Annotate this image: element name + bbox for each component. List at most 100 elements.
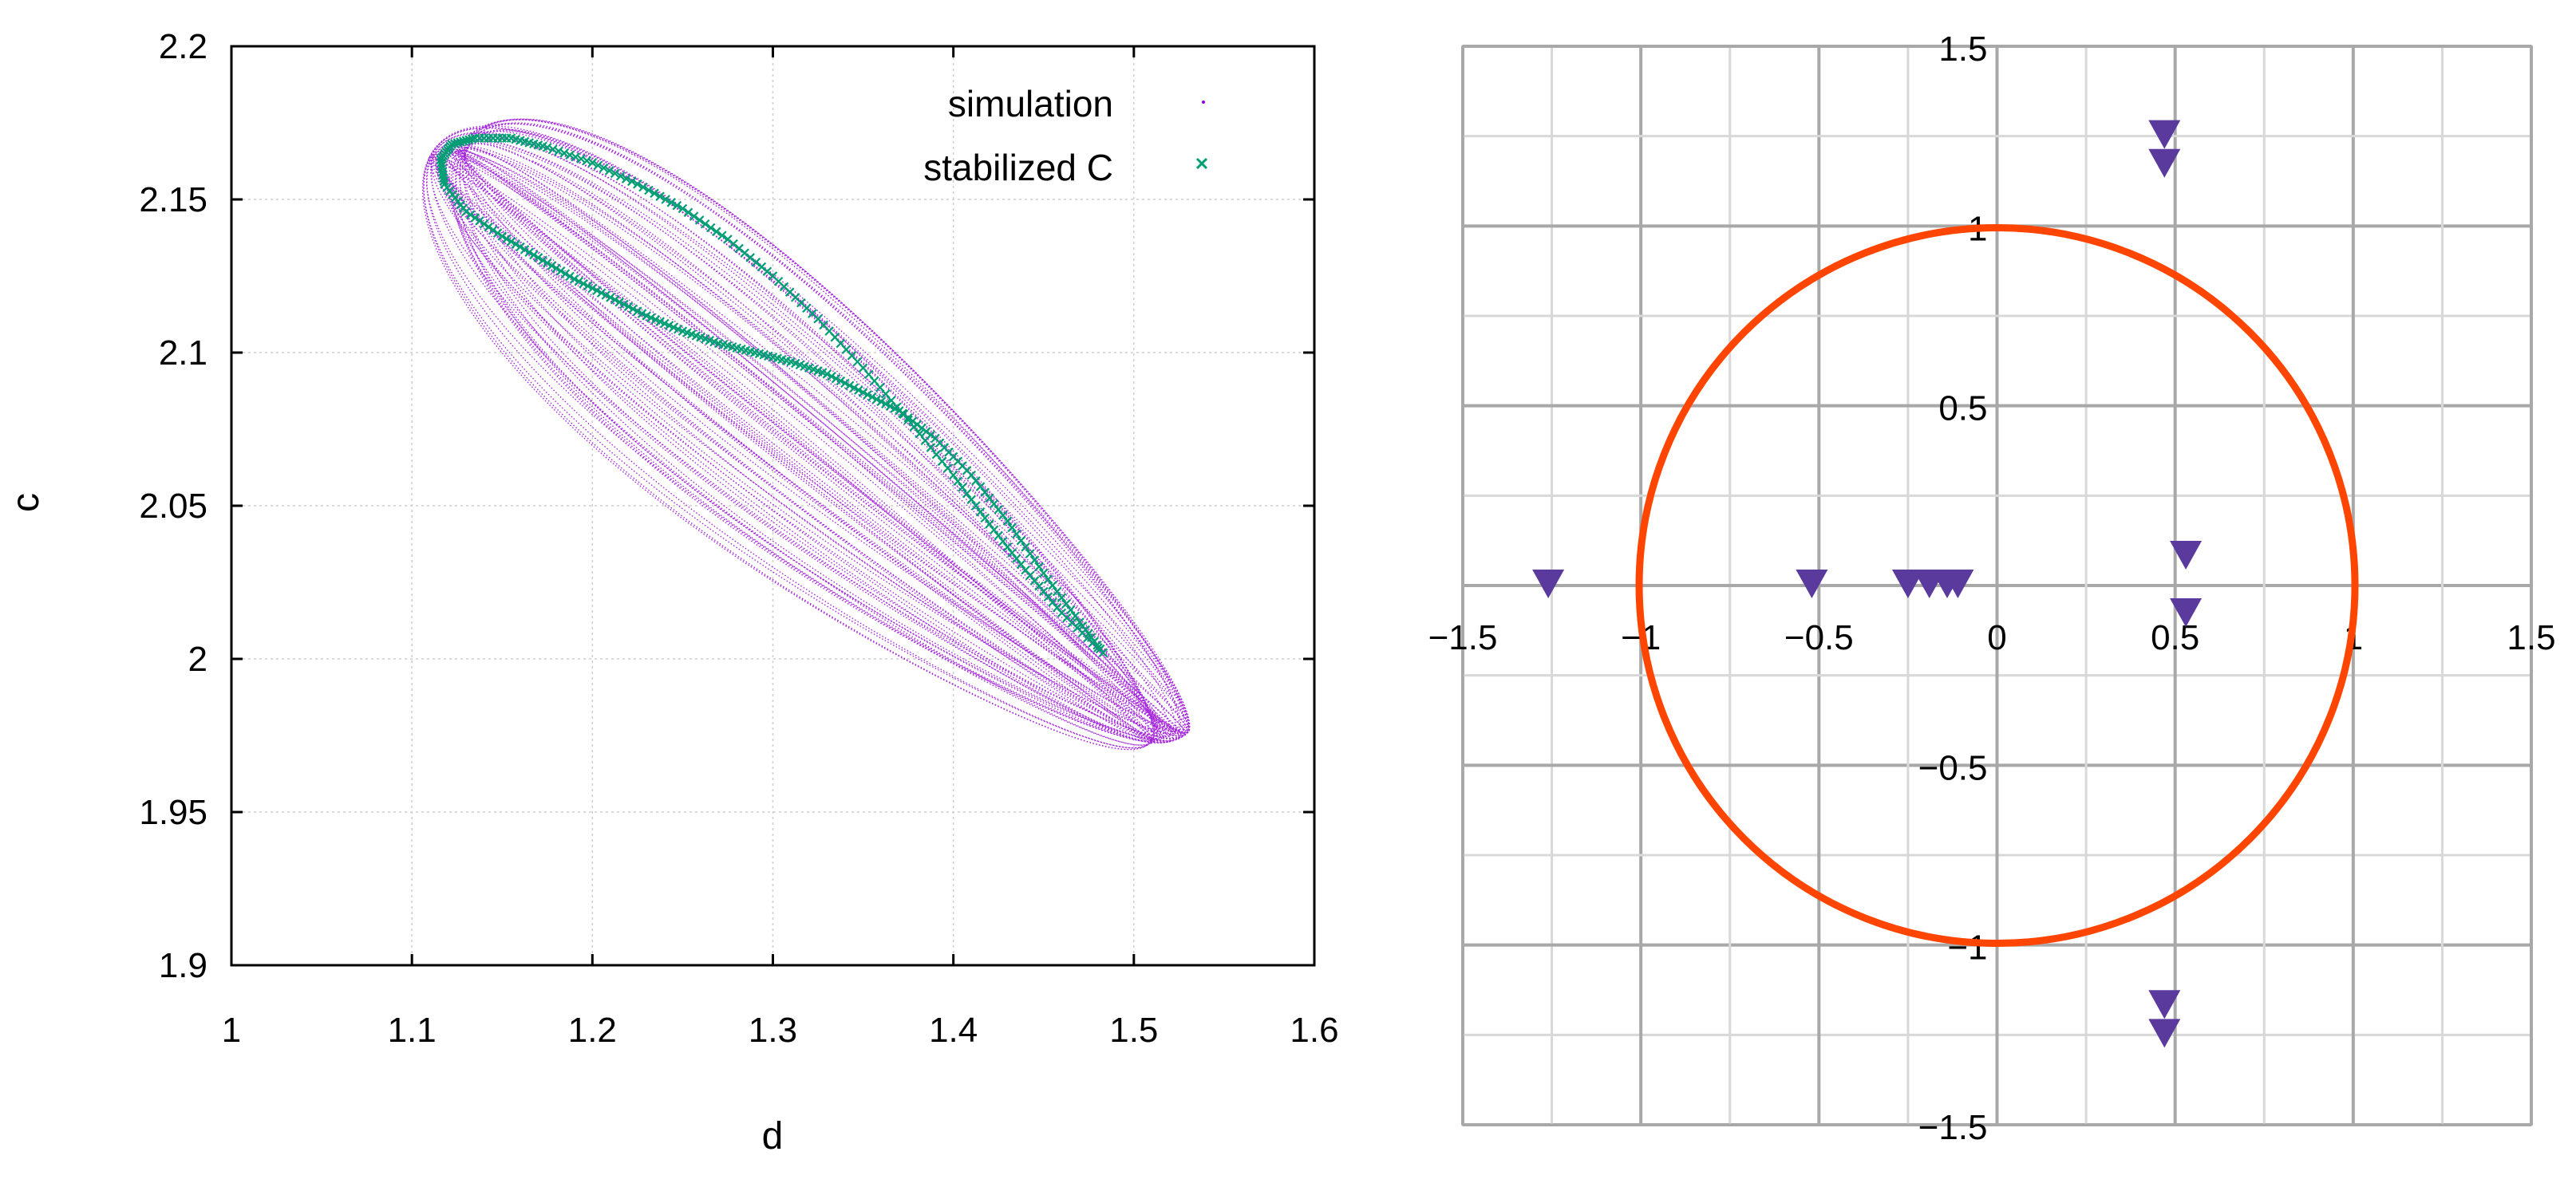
y-axis-label: c: [5, 493, 47, 512]
y-tick-label: 2.2: [159, 27, 207, 66]
stabilized-c-point: [576, 154, 586, 164]
eigenvalue-marker: [1942, 570, 1974, 598]
stabilized-c-point: [920, 436, 930, 446]
stabilized-c-point: [1021, 542, 1030, 552]
stabilized-c-point: [844, 381, 855, 391]
stabilized-c-point: [1012, 529, 1021, 539]
stabilized-c-point: [506, 237, 516, 246]
stabilized-c-point: [627, 176, 637, 187]
stabilized-c-point: [538, 255, 547, 266]
stabilized-c-point: [1043, 574, 1053, 584]
left-grid: [231, 46, 1314, 965]
stabilized-c-point: [583, 281, 593, 291]
stabilized-c-point: [975, 507, 986, 517]
legend-label-stabilized-c: stabilized C: [923, 147, 1113, 188]
stabilized-c-point: [881, 399, 891, 409]
stabilized-c-point: [666, 198, 677, 207]
eigenvalue-marker: [1796, 570, 1828, 598]
stabilized-c-point: [871, 394, 882, 404]
stabilized-c-point: [470, 213, 480, 223]
stabilized-c-point: [854, 385, 863, 395]
y-tick-label: 0.5: [1938, 389, 1987, 428]
eigenvalue-marker: [2148, 120, 2181, 149]
stabilized-c-series: [436, 133, 1108, 658]
stabilized-c-point: [858, 388, 868, 397]
x-tick-label: −1.5: [1428, 618, 1498, 657]
stabilized-c-point: [565, 150, 575, 160]
y-tick-label: 1.5: [1938, 30, 1987, 69]
stabilized-c-point: [1061, 599, 1071, 609]
x-tick-label: 1.5: [2507, 618, 2555, 657]
x-axis-label: d: [762, 1115, 784, 1157]
stabilized-c-point: [628, 304, 638, 314]
stabilized-c-point: [555, 266, 566, 276]
stabilized-c-point: [712, 227, 721, 237]
simulation-trajectory: [421, 118, 1191, 751]
stabilized-c-point: [511, 239, 520, 249]
stabilized-c-point: [524, 247, 534, 258]
x-tick-label: 0: [1987, 618, 2006, 657]
right-plot-frame: [1461, 45, 2533, 1126]
stabilized-c-point: [1025, 549, 1035, 558]
stabilized-c-point: [1016, 535, 1026, 546]
stabilized-c-point: [565, 271, 575, 282]
stabilized-c-point: [827, 371, 836, 381]
stabilized-c-point: [606, 293, 615, 302]
stabilized-c-point: [596, 288, 606, 298]
stabilized-c-point: [599, 163, 609, 173]
legend: simulation stabilized C: [923, 83, 1208, 188]
x-tick-label: 1.6: [1290, 1011, 1338, 1050]
legend-label-simulation: simulation: [948, 83, 1113, 124]
stabilized-c-point: [1029, 555, 1040, 565]
unit-circle: [1635, 224, 2359, 947]
stabilized-c-point: [903, 415, 913, 425]
x-tick-label: 1.2: [568, 1011, 617, 1050]
stabilized-c-point: [694, 215, 705, 225]
stabilized-c-point: [560, 269, 571, 278]
y-tick-label: 1.95: [139, 793, 207, 832]
stabilized-c-point: [958, 483, 967, 492]
stabilized-c-point: [948, 470, 958, 480]
stabilized-c-point: [980, 513, 990, 523]
stabilized-c-point: [931, 449, 942, 459]
stabilized-c-point: [717, 231, 727, 240]
stabilized-c-point: [520, 245, 530, 254]
x-tick-label: 1.1: [388, 1011, 437, 1050]
stabilized-c-point: [867, 392, 877, 402]
stabilized-c-point: [582, 156, 592, 166]
stabilized-c-point: [1034, 562, 1044, 572]
stabilized-c-point: [559, 148, 569, 158]
stabilized-c-point: [1052, 586, 1062, 597]
stabilized-c-point: [962, 488, 972, 499]
stabilized-c-point: [942, 463, 953, 473]
eigenvalue-marker: [1891, 570, 1924, 598]
stabilized-c-point: [644, 185, 654, 195]
right-ticks: −1.5 −1 −0.5 0 0.5 1 1.5−1.5−1−0.50.511.5: [1428, 30, 2556, 1147]
stabilized-c-point: [604, 166, 614, 175]
stabilized-c-point: [1007, 522, 1017, 533]
right-chart: −1.5 −1 −0.5 0 0.5 1 1.5−1.5−1−0.50.511.5: [1428, 30, 2556, 1147]
right-grid: [1461, 45, 2533, 1126]
eigenvalue-marker: [2148, 1019, 2181, 1048]
stabilized-c-point: [1038, 568, 1049, 578]
stabilized-c-point: [638, 182, 648, 192]
stabilized-c-point: [705, 223, 716, 233]
stabilized-c-point: [467, 134, 477, 144]
x-tick-label: 1: [222, 1011, 241, 1050]
stabilized-c-point: [689, 211, 699, 221]
stabilized-c-point: [579, 278, 588, 289]
x-tick-label: 1.3: [749, 1011, 797, 1050]
y-tick-label: −1.5: [1918, 1108, 1988, 1147]
y-tick-label: 1.9: [159, 946, 207, 985]
stabilized-c-point: [497, 231, 508, 241]
stabilized-c-point: [633, 306, 642, 316]
stabilized-c-point: [610, 168, 620, 179]
stabilized-c-point: [840, 378, 850, 388]
y-tick-label: 2.15: [139, 180, 207, 219]
stabilized-c-point: [909, 422, 919, 432]
x-tick-label: 1.4: [929, 1011, 978, 1050]
stabilized-c-point: [661, 195, 670, 204]
eigenvalue-marker: [2148, 990, 2181, 1019]
stabilized-c-point: [587, 283, 598, 294]
